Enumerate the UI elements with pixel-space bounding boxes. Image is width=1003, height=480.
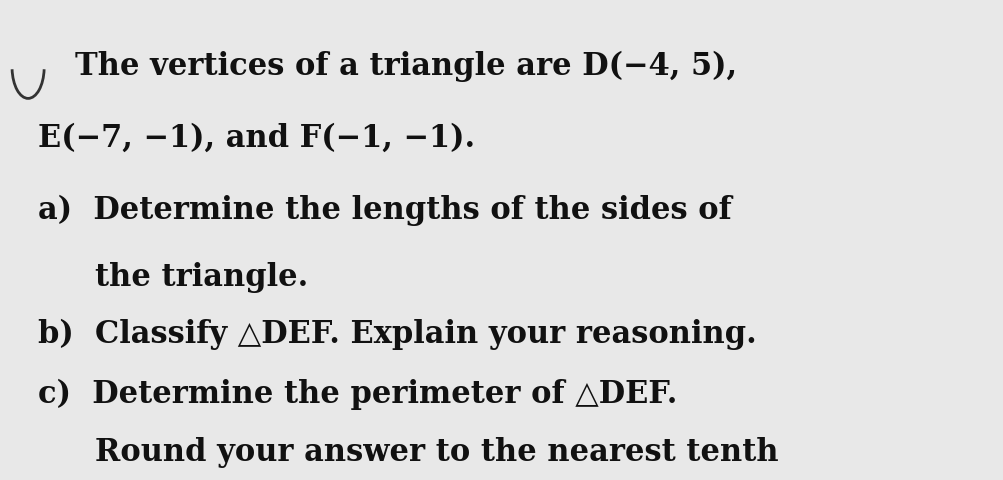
Text: The vertices of a triangle are D(−4, 5),: The vertices of a triangle are D(−4, 5), bbox=[75, 50, 736, 82]
Text: a)  Determine the lengths of the sides of: a) Determine the lengths of the sides of bbox=[38, 194, 731, 226]
Text: the triangle.: the triangle. bbox=[95, 262, 308, 293]
Text: b)  Classify △DEF. Explain your reasoning.: b) Classify △DEF. Explain your reasoning… bbox=[38, 319, 756, 350]
Text: c)  Determine the perimeter of △DEF.: c) Determine the perimeter of △DEF. bbox=[38, 379, 677, 410]
Text: E(−7, −1), and F(−1, −1).: E(−7, −1), and F(−1, −1). bbox=[38, 122, 474, 154]
Text: Round your answer to the nearest tenth: Round your answer to the nearest tenth bbox=[95, 437, 778, 468]
